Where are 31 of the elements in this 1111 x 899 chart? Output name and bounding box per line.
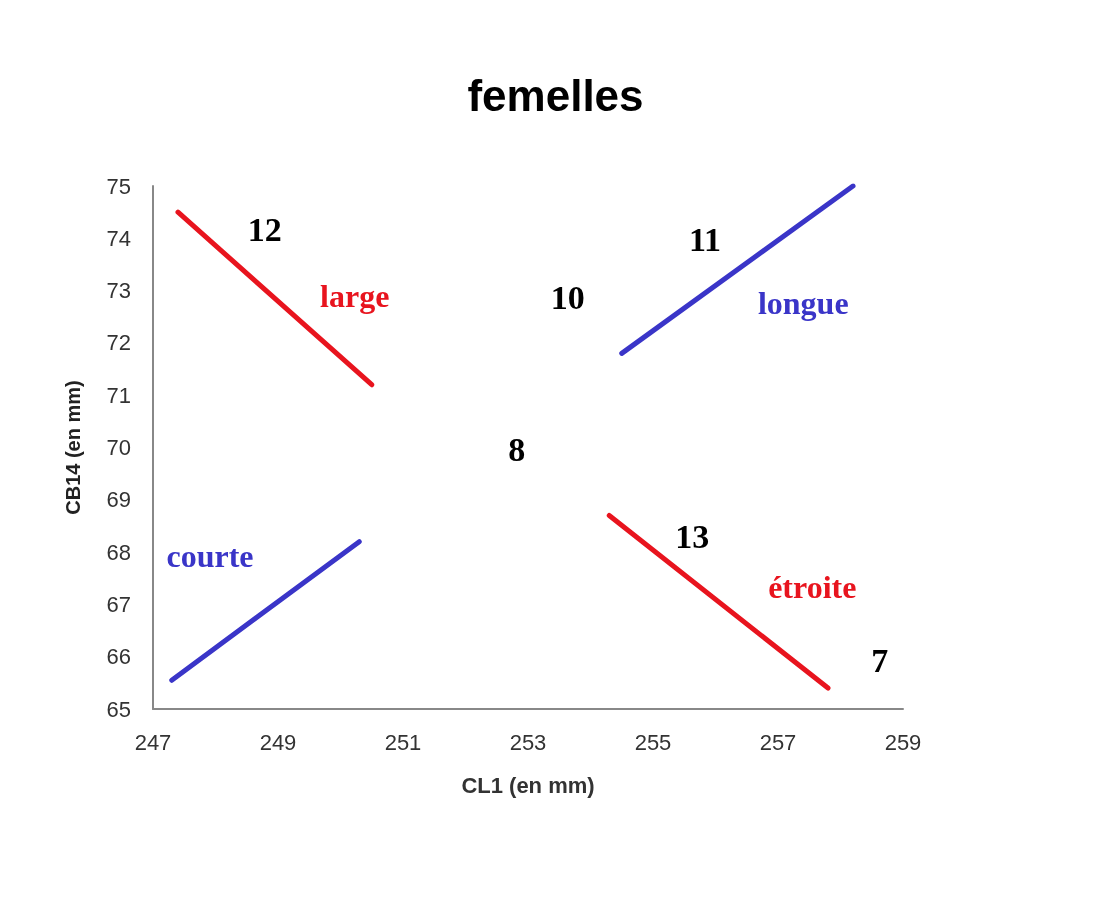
y-tick-label: 72 <box>106 330 131 356</box>
annotation: 12 <box>247 211 282 249</box>
y-tick-label: 65 <box>106 696 131 722</box>
series-label: longue <box>757 285 849 322</box>
x-tick-label: 255 <box>634 729 672 755</box>
annotation: 8 <box>508 430 526 468</box>
y-tick-label: 74 <box>106 225 131 251</box>
y-tick-label: 73 <box>106 278 131 304</box>
x-tick-label: 247 <box>134 729 172 755</box>
annotation: 11 <box>688 221 722 259</box>
y-tick-label: 70 <box>106 435 131 460</box>
x-tick-label: 253 <box>509 729 547 755</box>
x-tick-label: 257 <box>759 729 797 755</box>
series-label: courte <box>166 537 254 574</box>
series-label: étroite <box>768 569 857 606</box>
x-axis-title: CL1 (en mm) <box>461 772 595 798</box>
y-tick-label: 68 <box>106 539 131 565</box>
chart-title: femelles <box>467 70 644 120</box>
x-tick-label: 249 <box>259 729 297 755</box>
annotation: 13 <box>675 518 710 556</box>
series-label: large <box>320 277 390 314</box>
x-tick-label: 251 <box>384 729 422 755</box>
x-tick-label: 259 <box>884 729 922 755</box>
y-axis-title: CB14 (en mm) <box>62 380 84 515</box>
annotation: 7 <box>871 642 889 680</box>
y-tick-label: 71 <box>106 382 131 408</box>
annotation: 10 <box>550 279 585 317</box>
y-tick-label: 66 <box>106 644 131 670</box>
y-tick-label: 69 <box>106 487 131 513</box>
y-tick-label: 67 <box>106 591 131 617</box>
y-tick-label: 75 <box>106 173 131 199</box>
